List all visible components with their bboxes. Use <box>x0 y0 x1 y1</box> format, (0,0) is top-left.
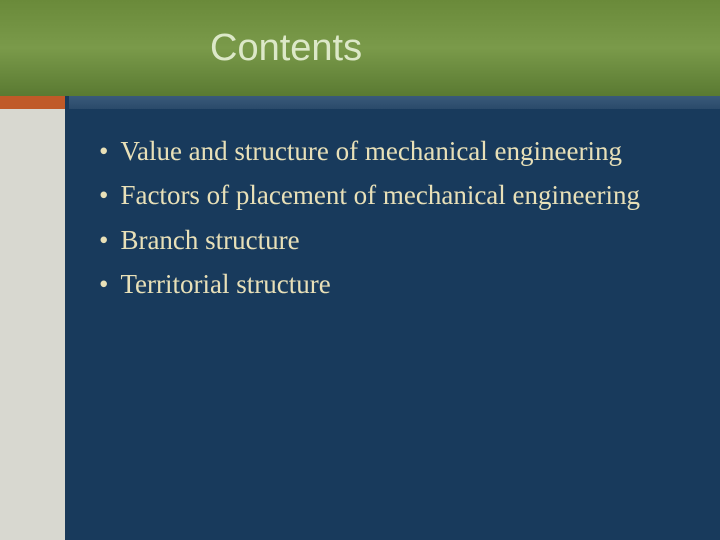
slide: Contents • Value and structure of mechan… <box>0 0 720 540</box>
content-area: • Value and structure of mechanical engi… <box>0 109 720 540</box>
bullet-text: Territorial structure <box>120 266 680 302</box>
divider-band <box>0 96 720 109</box>
slide-title: Contents <box>210 27 362 70</box>
sidebar <box>0 109 65 540</box>
header-band: Contents <box>0 0 720 96</box>
main-content: • Value and structure of mechanical engi… <box>69 109 720 540</box>
bullet-icon: • <box>99 266 108 302</box>
bullet-text: Factors of placement of mechanical engin… <box>120 177 680 213</box>
bullet-text: Branch structure <box>120 222 680 258</box>
divider-right <box>69 96 720 109</box>
bullet-text: Value and structure of mechanical engine… <box>120 133 680 169</box>
bullet-icon: • <box>99 222 108 258</box>
list-item: • Territorial structure <box>93 266 680 302</box>
divider-accent <box>0 96 65 109</box>
list-item: • Branch structure <box>93 222 680 258</box>
list-item: • Factors of placement of mechanical eng… <box>93 177 680 213</box>
list-item: • Value and structure of mechanical engi… <box>93 133 680 169</box>
bullet-list: • Value and structure of mechanical engi… <box>93 133 680 303</box>
bullet-icon: • <box>99 133 108 169</box>
bullet-icon: • <box>99 177 108 213</box>
